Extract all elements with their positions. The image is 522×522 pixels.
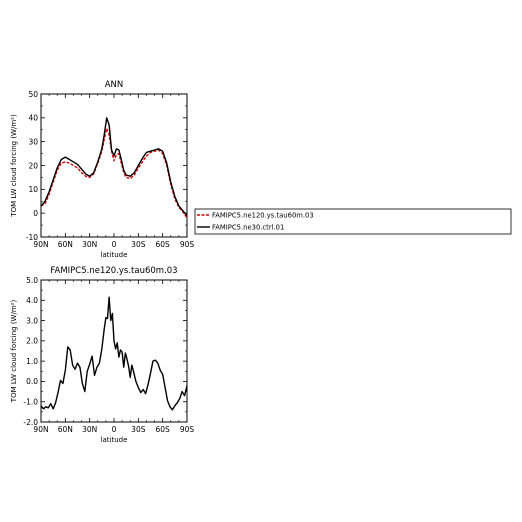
x-tick-label: 30S [131, 425, 146, 434]
panel-ne120-difference: 90N 60N 30N 0 30S 60S 90S -2.0 -1.0 0.0 1.0 2.0 3.0 4… [10, 266, 194, 444]
x-tick-label: 0 [112, 240, 117, 249]
x-tick-label: 60S [156, 240, 171, 249]
x-tick-label: 30S [131, 240, 146, 249]
y-tick-label: 0.0 [26, 377, 38, 386]
legend: FAMIPC5.ne120.ys.tau60m.03 FAMIPC5.ne30.c… [194, 208, 512, 235]
x-tick-label: 60S [156, 425, 171, 434]
panel-annual-comparison: 90N 60N 30N 0 30S 60S 90S -10 0 10 20 30 40 50 latitud… [10, 80, 194, 259]
y-tick-label: 4.0 [26, 296, 38, 305]
x-tick-label: 60N [58, 425, 73, 434]
x-tick-label: 60N [58, 240, 73, 249]
chart-title: ANN [105, 80, 124, 90]
legend-box [194, 208, 512, 235]
y-axis-label: TOM LW cloud forcing (W/m²) [10, 300, 18, 404]
x-axis-label: latitude [101, 436, 128, 444]
x-tick-label: 30N [82, 425, 97, 434]
y-tick-label: -10 [26, 233, 38, 242]
y-axis-label: TOM LW cloud forcing (W/m²) [10, 114, 18, 218]
y-tick-label: -2.0 [23, 418, 38, 427]
y-tick-label: 5.0 [26, 276, 38, 285]
x-tick-label: 90N [33, 240, 48, 249]
plot-frame [40, 279, 188, 423]
y-tick-label: 40 [28, 114, 38, 123]
x-tick-label: 90N [33, 425, 48, 434]
plot-frame [40, 93, 188, 238]
y-tick-label: -1.0 [23, 398, 38, 407]
series-line-1 [40, 117, 188, 217]
y-tick-label: 2.0 [26, 337, 38, 346]
series-line-0 [40, 296, 188, 411]
x-tick-label: 30N [82, 240, 97, 249]
y-tick-label: 3.0 [26, 316, 38, 325]
legend-entry: FAMIPC5.ne120.ys.tau60m.03 [212, 212, 314, 220]
y-tick-label: 10 [28, 185, 38, 194]
chart-title: FAMIPC5.ne120.ys.tau60m.03 [50, 266, 177, 276]
legend-entry: FAMIPC5.ne30.ctrl.01 [212, 224, 284, 232]
y-tick-label: 50 [28, 90, 38, 99]
y-tick-label: 30 [28, 137, 38, 146]
x-axis-label: latitude [101, 251, 128, 259]
x-tick-label: 90S [180, 240, 195, 249]
y-tick-label: 1.0 [26, 357, 38, 366]
y-tick-label: 20 [28, 161, 38, 170]
x-tick-label: 90S [180, 425, 195, 434]
x-tick-label: 0 [112, 425, 117, 434]
series-line-0 [40, 127, 188, 219]
y-tick-label: 0 [33, 209, 38, 218]
